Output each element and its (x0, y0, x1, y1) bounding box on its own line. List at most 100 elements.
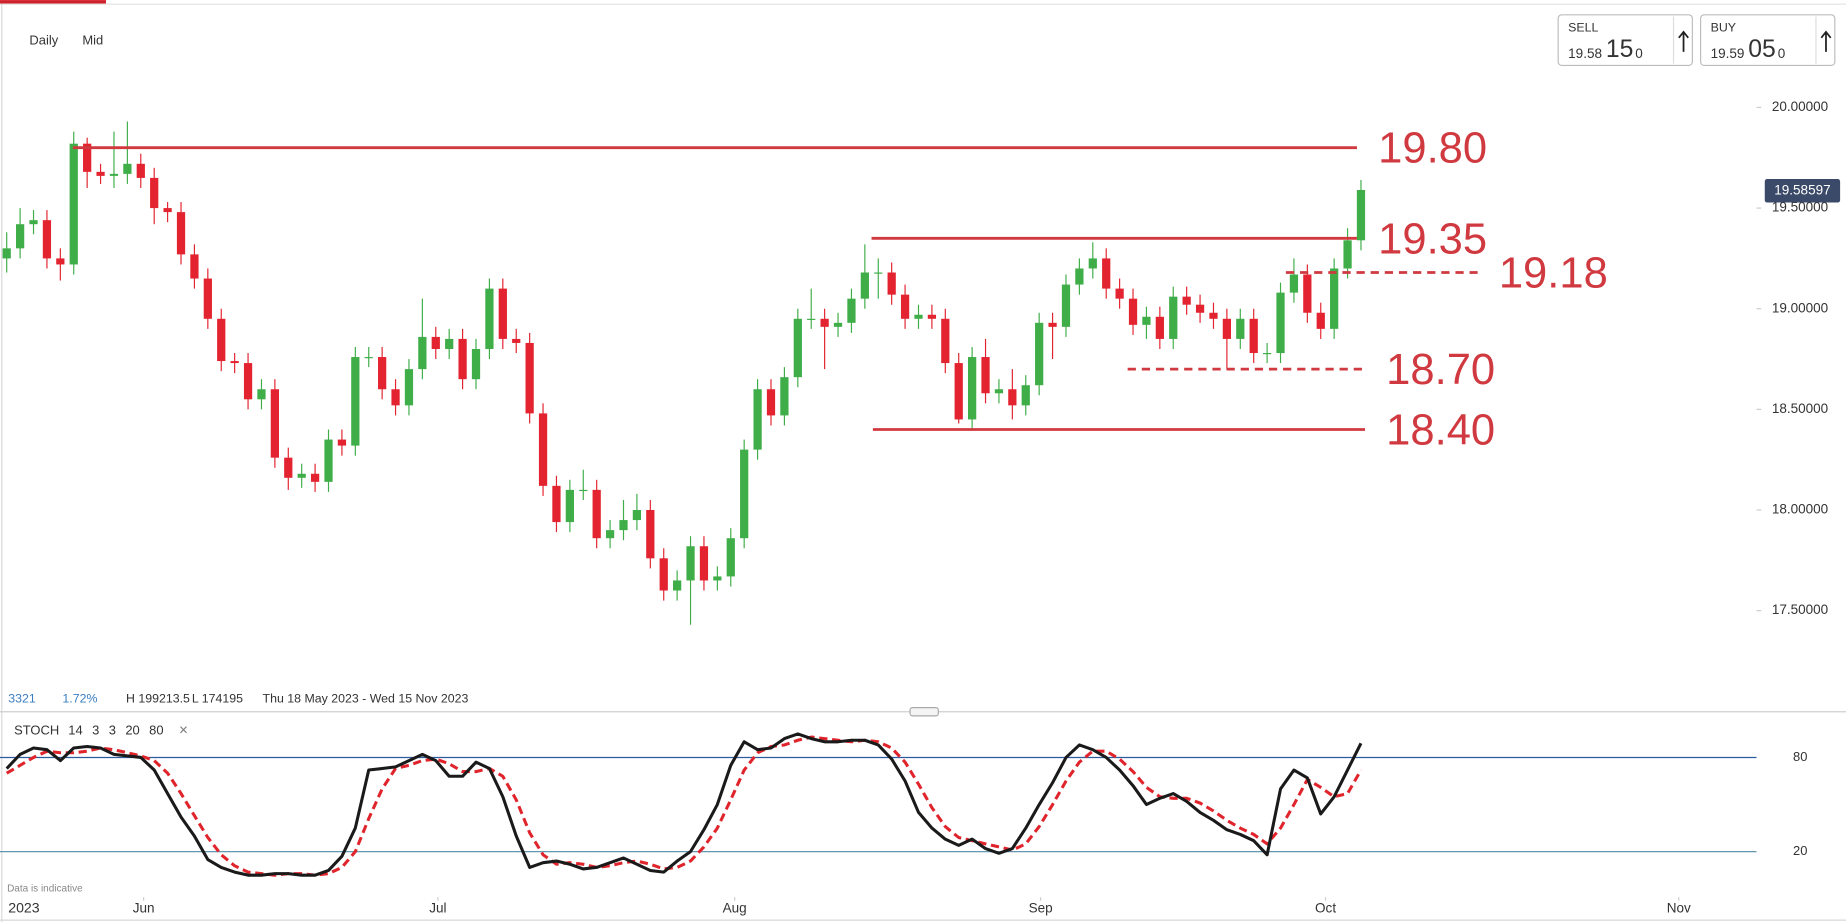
divider-handle[interactable] (909, 707, 939, 717)
x-tick-label: Jun (133, 901, 155, 916)
candle-body (847, 298, 856, 323)
candle-body (1115, 288, 1124, 299)
candle-body (1155, 316, 1164, 339)
candle-body (579, 489, 588, 492)
candle-body (1061, 284, 1071, 327)
sell-box[interactable]: SELL 19.58 15 0 (1557, 14, 1693, 67)
level-label: 19.80 (1378, 125, 1487, 173)
y-tick-label: 19.50000 (1772, 200, 1828, 215)
candle-body (243, 363, 253, 400)
y-tick-label: 20.00000 (1772, 99, 1828, 114)
indicator-param: 3 (109, 723, 116, 738)
candle-body (418, 336, 427, 370)
candle-body (190, 254, 199, 279)
price-type[interactable]: Mid (82, 33, 103, 48)
sell-frame[interactable] (1557, 14, 1693, 67)
candle-body (860, 272, 869, 299)
sell-big-figure: 19.58 (1568, 46, 1602, 61)
candle-body (351, 357, 360, 446)
buy-frame[interactable] (1700, 14, 1836, 67)
indicator-close[interactable]: × (179, 722, 188, 739)
candle-body (203, 278, 212, 319)
candle-body (1169, 296, 1178, 339)
x-tick-label: Jul (429, 901, 446, 916)
candle-body (686, 546, 695, 581)
buy-pips: 05 (1748, 36, 1776, 63)
candle-body (485, 288, 494, 349)
candle-body (1222, 318, 1232, 339)
candle-body (498, 288, 507, 339)
candle-body (297, 473, 306, 478)
interval[interactable]: Daily (29, 33, 58, 48)
candle-body (15, 224, 25, 249)
candle-body (874, 272, 883, 274)
candle-body (753, 389, 762, 450)
candle-body (538, 413, 548, 486)
buy-big-figure: 19.59 (1711, 46, 1745, 61)
candle-body (163, 208, 172, 213)
candle-body (217, 318, 226, 362)
candle-body (525, 342, 534, 414)
candle-body (1209, 312, 1218, 319)
candle-body (1142, 316, 1151, 325)
candle-body (740, 449, 749, 539)
arrow-icon (1678, 30, 1689, 52)
buy-fraction: 0 (1778, 46, 1786, 61)
candle-body (1343, 240, 1352, 269)
candle-body (673, 580, 682, 591)
candle-body (1289, 274, 1299, 293)
sell-pips: 15 (1606, 36, 1634, 63)
candle-body (780, 377, 789, 416)
info-high: H 199213.5 (126, 692, 190, 706)
candle-body (605, 530, 615, 539)
candle-body (471, 348, 481, 380)
arrow-icon (1820, 30, 1832, 52)
candle-body (1128, 298, 1138, 325)
candle-body (699, 546, 709, 581)
y-tick-label: 20 (1793, 843, 1807, 858)
candle-body (592, 489, 601, 539)
candle-body (1075, 268, 1084, 285)
candle-body (887, 272, 896, 295)
candle-body (29, 220, 38, 225)
candle-body (458, 338, 467, 380)
candle-body (632, 510, 642, 521)
indicator-param: 3 (92, 723, 99, 738)
buy-box[interactable]: BUY 19.59 05 0 (1700, 14, 1836, 67)
candle-body (404, 369, 414, 406)
info-range: Thu 18 May 2023 - Wed 15 Nov 2023 (263, 692, 469, 706)
indicator-name: STOCH (14, 723, 59, 738)
candle-body (96, 171, 105, 176)
year-label: 2023 (8, 900, 40, 916)
candle-body (431, 336, 440, 349)
candle-body (713, 576, 722, 581)
candle-body (619, 520, 628, 531)
candle-body (954, 363, 963, 420)
price-tag-label: 19.58597 (1774, 182, 1830, 197)
candle-body (109, 173, 119, 176)
level-label: 19.18 (1499, 250, 1608, 298)
candle-body (793, 318, 802, 378)
disclaimer: Data is indicative (7, 884, 83, 895)
y-tick-label: 80 (1793, 749, 1807, 764)
price-tag (1764, 179, 1841, 203)
candle-body (324, 439, 333, 482)
candle-body (56, 258, 65, 265)
candle-body (1303, 274, 1312, 313)
candle-body (270, 389, 279, 458)
indicator-param: 20 (125, 723, 139, 738)
brand-bar (0, 0, 106, 4)
candle-body (1236, 318, 1245, 339)
level-label: 18.40 (1386, 407, 1495, 455)
info-low: L 174195 (192, 692, 243, 706)
candle-body (136, 163, 145, 178)
candle-body (565, 489, 574, 523)
candle-body (807, 318, 816, 320)
indicator-param: 80 (149, 723, 163, 738)
candle-body (123, 163, 132, 174)
candle-body (820, 318, 829, 327)
x-tick-label: Nov (1667, 901, 1691, 916)
